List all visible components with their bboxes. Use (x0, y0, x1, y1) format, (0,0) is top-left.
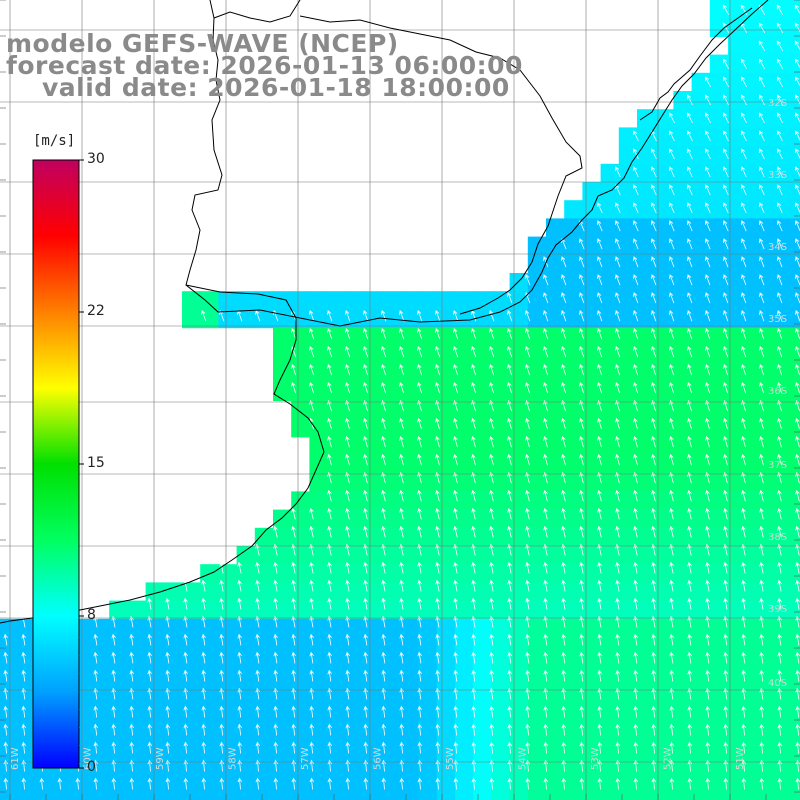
lat-label: 32S (768, 98, 787, 109)
lon-label: 53W (590, 747, 601, 770)
colorbar-tick-22: 22 (87, 303, 105, 319)
coastline (0, 0, 769, 624)
title-model: modelo GEFS-WAVE (NCEP) (6, 29, 399, 58)
colorbar (32, 159, 84, 769)
coastline-estuary (0, 284, 325, 624)
colorbar-tick-15: 15 (87, 455, 105, 471)
title-forecast-date: forecast date: 2026-01-13 06:00:00 (6, 51, 523, 80)
lon-label: 51W (735, 747, 746, 770)
lat-label: 33S (768, 170, 787, 181)
lon-label: 52W (663, 747, 674, 770)
colorbar-tick-30: 30 (87, 151, 105, 167)
lat-label: 39S (768, 604, 787, 615)
lon-label: 59W (155, 747, 166, 770)
lon-label: 60W (83, 747, 94, 770)
lon-label: 61W (10, 747, 21, 770)
lat-label: 38S (768, 532, 787, 543)
lat-label: 37S (768, 460, 787, 471)
wind-arrows (3, 4, 800, 790)
lon-label: 58W (228, 747, 239, 770)
colorbar-tick-0: 0 (87, 759, 96, 775)
lat-label: 34S (768, 242, 787, 253)
lat-label: 35S (768, 314, 787, 325)
coastline-north (185, 0, 769, 327)
colorbar-unit: [m/s] (33, 133, 76, 149)
lon-label: 57W (300, 747, 311, 770)
lat-label: 36S (768, 386, 787, 397)
lat-label: 40S (768, 678, 787, 689)
lon-label: 56W (373, 747, 384, 770)
latitude-labels: 32S 33S 34S 35S 36S 37S 38S 39S 40S (768, 98, 787, 689)
lon-label: 54W (518, 747, 529, 770)
coastline-river (213, 0, 583, 315)
longitude-labels: 61W 60W 59W 58W 57W 56W 55W 54W 53W 52W 51W (10, 747, 746, 770)
lon-label: 55W (445, 747, 456, 770)
title-valid-date: valid date: 2026-01-18 18:00:00 (42, 73, 510, 102)
colorbar-gradient (32, 159, 80, 769)
colorbar-tick-8: 8 (87, 607, 96, 623)
coastline-lagoon (639, 7, 753, 121)
